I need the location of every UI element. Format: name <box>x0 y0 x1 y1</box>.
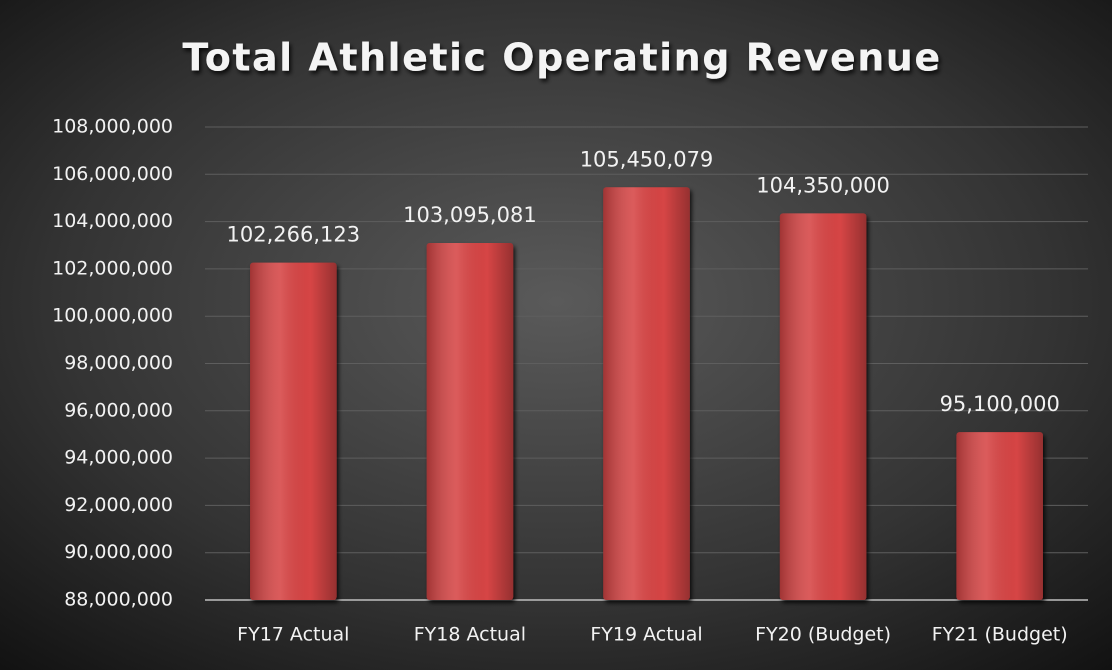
y-tick-label: 106,000,000 <box>52 163 173 185</box>
y-tick-label: 98,000,000 <box>64 352 173 374</box>
value-label: 102,266,123 <box>226 223 360 247</box>
y-tick-label: 104,000,000 <box>52 210 173 232</box>
x-tick-label: FY19 Actual <box>590 624 702 646</box>
y-tick-label: 108,000,000 <box>52 116 173 138</box>
x-tick-label: FY17 Actual <box>237 624 349 646</box>
y-tick-label: 100,000,000 <box>52 305 173 327</box>
y-tick-label: 88,000,000 <box>64 589 173 611</box>
y-tick-label: 102,000,000 <box>52 257 173 279</box>
chart-title: Total Athletic Operating Revenue <box>182 36 941 80</box>
x-tick-label: FY21 (Budget) <box>932 624 1068 646</box>
bar-shade <box>250 262 337 600</box>
value-label: 105,450,079 <box>580 147 714 171</box>
bar-shade <box>603 187 690 600</box>
y-tick-label: 90,000,000 <box>64 541 173 563</box>
bar-shade <box>779 213 867 600</box>
bar-shade <box>956 432 1043 600</box>
x-tick-label: FY18 Actual <box>414 624 526 646</box>
y-tick-label: 96,000,000 <box>64 399 173 421</box>
x-tick-label: FY20 (Budget) <box>755 624 891 646</box>
y-tick-label: 92,000,000 <box>64 494 173 516</box>
value-label: 95,100,000 <box>940 392 1060 416</box>
labels: 88,000,000 90,000,000 92,000,000 94,000,000… <box>52 116 1068 646</box>
value-label: 104,350,000 <box>756 173 890 197</box>
bar-shade <box>426 243 514 600</box>
value-label: 103,095,081 <box>403 203 537 227</box>
y-tick-label: 94,000,000 <box>64 447 173 469</box>
bars <box>250 187 1043 600</box>
